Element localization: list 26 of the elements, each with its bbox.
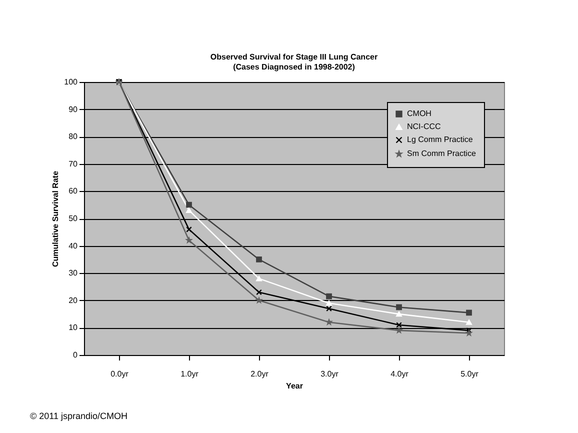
y-tick-label: 50 — [68, 214, 78, 223]
x-tick-label: 3.0yr — [320, 370, 339, 378]
legend-label: CMOH — [407, 109, 432, 118]
y-tick-label: 100 — [64, 78, 78, 86]
y-tick-label: 90 — [68, 104, 78, 114]
y-tick-label: 70 — [68, 159, 78, 168]
x-axis-title: Year — [286, 382, 303, 390]
text: © 2011 jsprandio/CMOH — [30, 411, 128, 421]
y-tick-label: 0 — [73, 350, 78, 360]
x-tick-label: 4.0yr — [390, 370, 409, 378]
chart-title: Observed Survival for Stage III Lung Cancer — [210, 52, 378, 62]
legend-label: Sm Comm Practice — [407, 149, 476, 158]
x-tick-label: 1.0yr — [180, 370, 199, 378]
chart-subtitle: (Cases Diagnosed in 1998-2002) — [233, 62, 356, 72]
y-axis-title: Cumulative Survival Rate — [51, 170, 60, 268]
legend-label: Lg Comm Practice — [407, 135, 474, 144]
x-tick-label: 5.0yr — [460, 370, 479, 378]
y-tick-label: 30 — [68, 268, 78, 278]
y-tick-label: 20 — [68, 296, 78, 305]
x-tick-label: 0.0yr — [110, 370, 129, 378]
y-tick-label: 10 — [68, 323, 78, 332]
y-tick-label: 60 — [68, 186, 78, 196]
legend-label: NCI-CCC — [407, 122, 441, 131]
y-tick-label: 80 — [68, 132, 78, 142]
x-tick-label: 2.0yr — [250, 370, 269, 378]
y-tick-label: 40 — [68, 241, 78, 250]
